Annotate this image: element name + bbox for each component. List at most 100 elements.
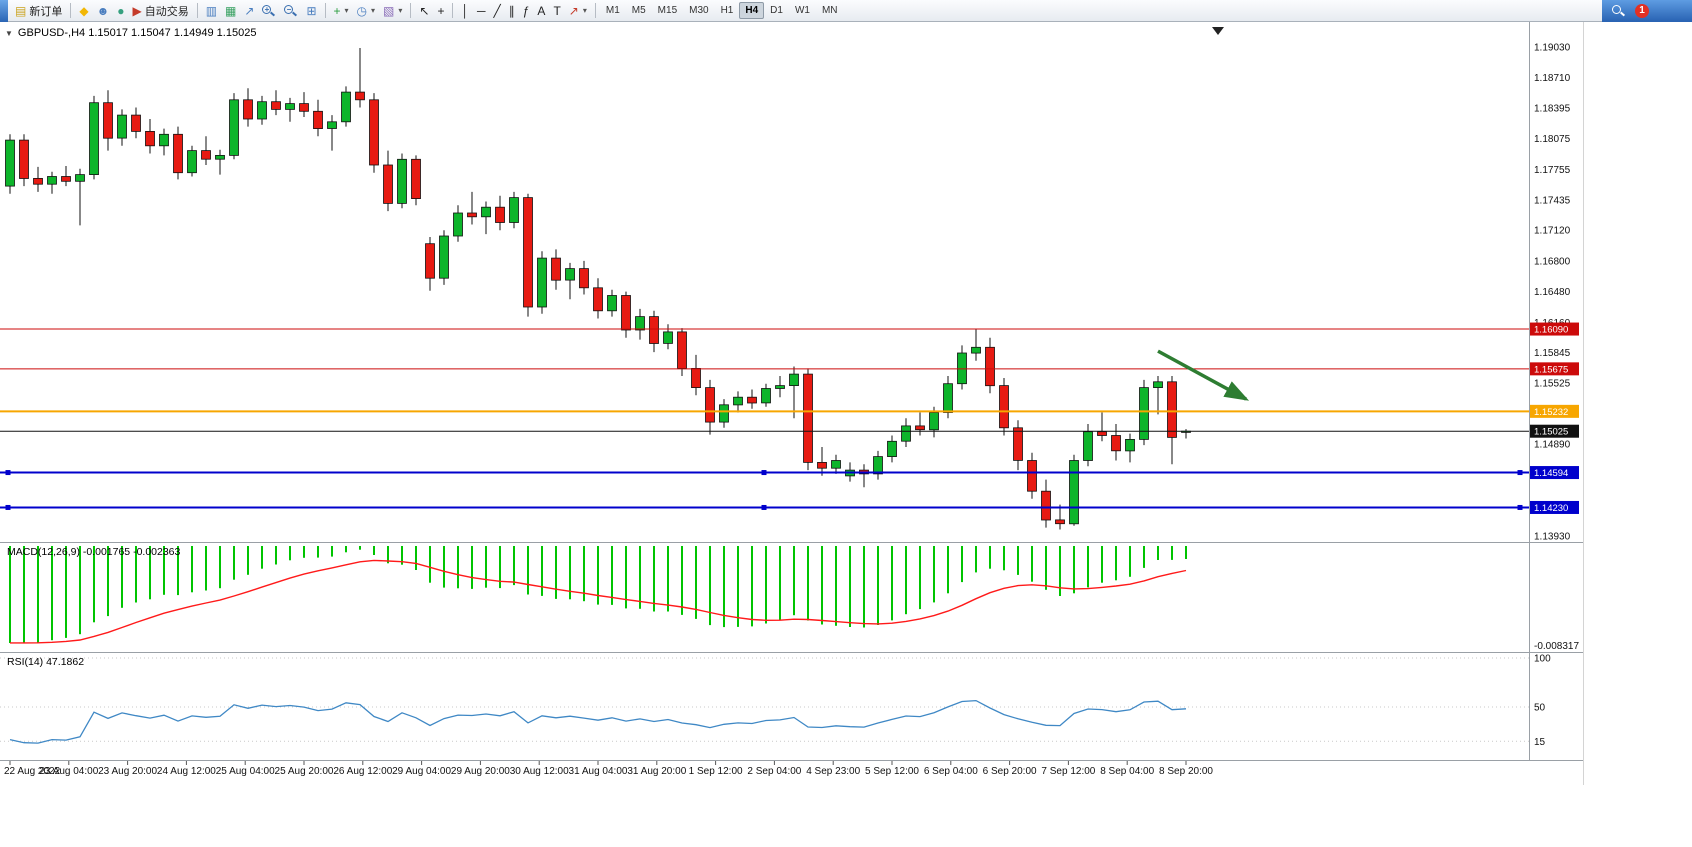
rsi-label: RSI(14) 47.1862: [7, 656, 85, 668]
collapse-arrow-icon[interactable]: ▼: [5, 28, 13, 38]
bullish-candle: [607, 295, 617, 312]
bar-chart-icon: ▥: [205, 3, 218, 18]
line-handle[interactable]: [1517, 470, 1523, 476]
mql5-button[interactable]: ◆: [75, 1, 92, 20]
timeframe-button-m15[interactable]: M15: [657, 5, 678, 16]
line-handle[interactable]: [5, 504, 11, 510]
bearish-candle: [1055, 519, 1065, 525]
fibonacci-tool-button[interactable]: ƒ: [519, 1, 534, 20]
chevron-down-icon[interactable]: ▾: [371, 6, 376, 15]
bullish-candle: [285, 103, 295, 110]
add-indicator-icon: +: [333, 3, 341, 18]
chart-shift-marker[interactable]: [1212, 27, 1224, 35]
timeframe-button-m1[interactable]: M1: [605, 5, 620, 16]
time-axis-label: 6 Sep 04:00: [924, 766, 978, 777]
time-axis-label: 29 Aug 04:00: [392, 766, 451, 777]
candlestick-chart-icon: ▦: [225, 3, 237, 18]
time-axis-label: 31 Aug 04:00: [569, 766, 628, 777]
zoom-in-button[interactable]: +: [258, 1, 280, 20]
timeframe-button-h4[interactable]: H4: [739, 2, 765, 19]
bullish-candle: [1139, 387, 1149, 440]
vertical-line-icon: │: [461, 3, 469, 18]
price-line-label: 1.15675: [1534, 364, 1568, 375]
channel-tool-button[interactable]: ∥: [505, 1, 519, 20]
bullish-candle: [761, 388, 771, 404]
bullish-candle: [789, 373, 799, 387]
line-handle[interactable]: [761, 470, 767, 476]
time-axis-label: 6 Sep 20:00: [983, 766, 1037, 777]
line-handle[interactable]: [761, 504, 767, 510]
chevron-down-icon[interactable]: ▾: [344, 6, 349, 15]
time-axis-label: 1 Sep 12:00: [689, 766, 743, 777]
toolbar-separator: [196, 3, 198, 18]
line-chart-button[interactable]: ↗: [240, 1, 258, 20]
chart-canvas[interactable]: 1.19030 1.18710 1.18395 1.18075 1.17755 1.174…: [0, 22, 1692, 790]
timeframe-button-m5[interactable]: M5: [631, 5, 646, 16]
price-line-label: 1.14230: [1534, 503, 1568, 514]
search-ic[interactable]: [1612, 4, 1626, 18]
notification-badge[interactable]: 1: [1635, 3, 1649, 18]
crosshair-tool-button[interactable]: +: [433, 1, 448, 20]
new-order-button[interactable]: ▤ 新订单: [11, 1, 66, 20]
bearish-candle: [19, 139, 29, 179]
profile-button[interactable]: ☻: [93, 1, 114, 20]
line-handle[interactable]: [1517, 504, 1523, 510]
timeframe-button-h1[interactable]: H1: [720, 5, 734, 16]
arrows-tool-button[interactable]: ↗ ▾: [565, 1, 591, 20]
window-chrome-right: 1: [1602, 0, 1692, 22]
bearish-candle: [999, 385, 1009, 429]
tile-windows-button[interactable]: ⊞: [302, 1, 320, 20]
price-axis-label: 1.18710: [1534, 73, 1571, 84]
bearish-candle: [33, 177, 43, 185]
bearish-candle: [915, 425, 925, 431]
timeframe-button-m30[interactable]: M30: [689, 5, 709, 16]
timeframe-button-mn[interactable]: MN: [821, 5, 838, 16]
cursor-tool-button[interactable]: ↖: [415, 1, 433, 20]
time-axis-label: 23 Aug 20:00: [98, 766, 157, 777]
trendline-tool-button[interactable]: ╱: [490, 1, 505, 20]
zoom-out-button[interactable]: −: [280, 1, 302, 20]
bearish-candle: [299, 103, 309, 112]
price-line-label-box: [1530, 362, 1579, 376]
chevron-down-icon[interactable]: ▾: [582, 6, 587, 15]
rsi-level-label: 100: [1534, 654, 1551, 665]
bullish-candle: [47, 176, 57, 185]
templates-button[interactable]: ▧ ▾: [379, 1, 406, 20]
time-axis-label: 24 Aug 12:00: [157, 766, 216, 777]
line-handle[interactable]: [5, 470, 11, 476]
line-chart-icon: ↗: [244, 3, 255, 18]
chevron-down-icon[interactable]: ▾: [398, 6, 403, 15]
rsi-panel[interactable]: [0, 657, 1529, 744]
bearish-candle: [551, 257, 561, 281]
bar-chart-button[interactable]: ▥: [202, 1, 221, 20]
price-line-label: 1.15232: [1534, 407, 1568, 418]
time-axis-label: 26 Aug 12:00: [333, 766, 392, 777]
template-icon: ▧: [383, 3, 395, 18]
candlestick-chart-button[interactable]: ▦: [221, 1, 240, 20]
bullish-candle: [117, 114, 127, 139]
trend-arrow-annotation[interactable]: [1157, 349, 1250, 401]
bullish-candle: [929, 412, 939, 431]
macd-label: MACD(12,26,9) -0.001765 -0.002363: [7, 546, 181, 558]
autotrading-button[interactable]: ▶ 自动交易: [128, 1, 192, 20]
bearish-candle: [747, 396, 757, 404]
price-line-label: 1.16090: [1534, 325, 1568, 336]
text-tool-button[interactable]: A: [533, 1, 549, 20]
community-button[interactable]: ●: [113, 1, 128, 20]
horizontal-line-tool-button[interactable]: ─: [473, 1, 490, 20]
bullish-candle: [453, 212, 463, 237]
price-axis[interactable]: 1.19030 1.18710 1.18395 1.18075 1.17755 1.174…: [1530, 43, 1579, 748]
indicators-button[interactable]: + ▾: [330, 1, 353, 20]
timeframe-button-d1[interactable]: D1: [770, 5, 783, 16]
vertical-line-tool-button[interactable]: │: [457, 1, 473, 20]
periods-button[interactable]: ◷ ▾: [353, 1, 380, 20]
timeframe-button-w1[interactable]: W1: [794, 5, 810, 16]
label-tool-button[interactable]: T: [549, 1, 564, 20]
zoom-out-icon: −: [284, 4, 298, 18]
price-line-label-box: [1530, 500, 1579, 514]
search-icon: [1612, 4, 1621, 14]
bearish-candle: [467, 212, 477, 218]
time-axis-label: 25 Aug 04:00: [216, 766, 275, 777]
macd-panel[interactable]: [9, 546, 1187, 644]
